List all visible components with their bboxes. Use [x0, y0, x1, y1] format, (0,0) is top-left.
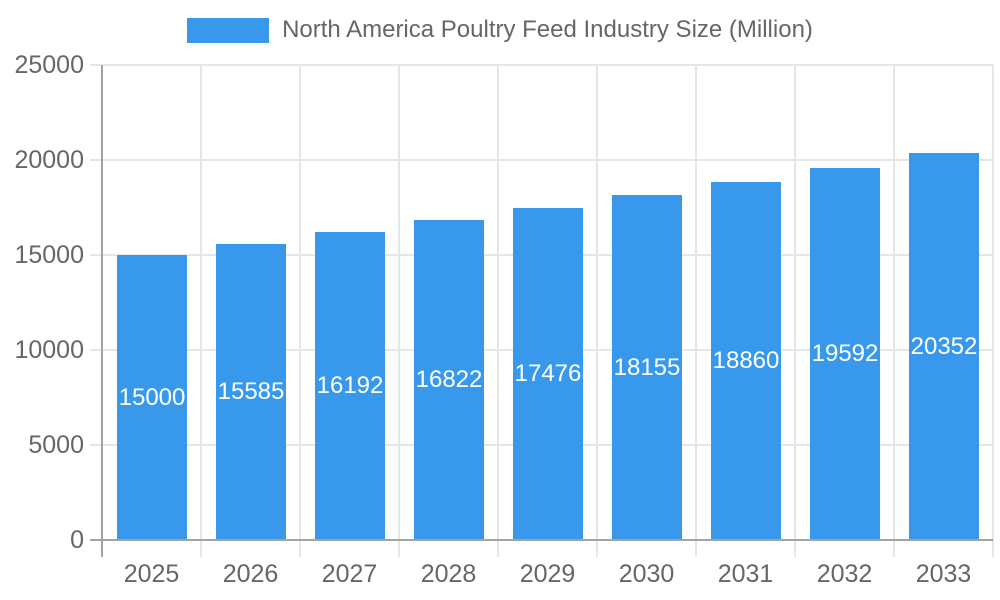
bar[interactable]: 17476: [513, 208, 583, 540]
y-axis-tick-label: 5000: [28, 431, 84, 459]
bar[interactable]: 18860: [711, 182, 781, 540]
x-axis-tick-label: 2032: [816, 560, 873, 588]
chart-legend[interactable]: North America Poultry Feed Industry Size…: [0, 16, 1000, 44]
x-gridline: [695, 65, 697, 557]
bar-value-label: 18155: [613, 353, 681, 381]
bar[interactable]: 20352: [909, 153, 979, 540]
y-axis-tick-label: 10000: [14, 336, 84, 364]
bar[interactable]: 15000: [117, 255, 187, 540]
y-gridline: [90, 64, 993, 66]
x-gridline: [299, 65, 301, 557]
x-gridline: [893, 65, 895, 557]
bar-value-label: 15000: [118, 383, 186, 411]
x-gridline: [497, 65, 499, 557]
x-gridline: [398, 65, 400, 557]
x-gridline: [596, 65, 598, 557]
bar-value-label: 16192: [316, 372, 384, 399]
x-axis-tick-label: 2031: [717, 560, 774, 588]
x-axis-tick-label: 2030: [618, 560, 675, 588]
bar-value-label: 15585: [217, 378, 285, 405]
x-axis-tick-label: 2027: [321, 560, 378, 588]
legend-swatch: [187, 17, 270, 43]
x-axis-tick-label: 2028: [420, 560, 477, 588]
x-axis-line: [90, 539, 993, 541]
y-axis-tick-label: 15000: [14, 241, 84, 269]
y-axis-tick-label: 25000: [14, 51, 84, 79]
x-gridline: [200, 65, 202, 557]
bar[interactable]: 18155: [612, 195, 682, 540]
bar-value-label: 18860: [712, 347, 780, 374]
x-axis-tick-label: 2025: [123, 560, 180, 588]
bar-value-label: 20352: [910, 332, 978, 360]
bar[interactable]: 16822: [414, 220, 484, 540]
x-gridline: [794, 65, 796, 557]
y-axis-line: [101, 65, 103, 557]
bar[interactable]: 15585: [216, 244, 286, 540]
y-axis-tick-label: 0: [70, 526, 84, 554]
y-gridline: [90, 159, 993, 161]
bar[interactable]: 19592: [810, 168, 880, 540]
bar-value-label: 17476: [514, 360, 582, 387]
x-axis-tick-label: 2026: [222, 560, 279, 588]
bar-value-label: 19592: [811, 340, 879, 367]
x-axis-tick-label: 2029: [519, 560, 576, 588]
bar[interactable]: 16192: [315, 232, 385, 540]
legend-label: North America Poultry Feed Industry Size…: [282, 16, 813, 43]
y-axis-tick-label: 20000: [14, 146, 84, 174]
x-axis-tick-label: 2033: [915, 560, 972, 588]
bar-value-label: 16822: [415, 366, 483, 393]
x-gridline: [992, 65, 994, 557]
